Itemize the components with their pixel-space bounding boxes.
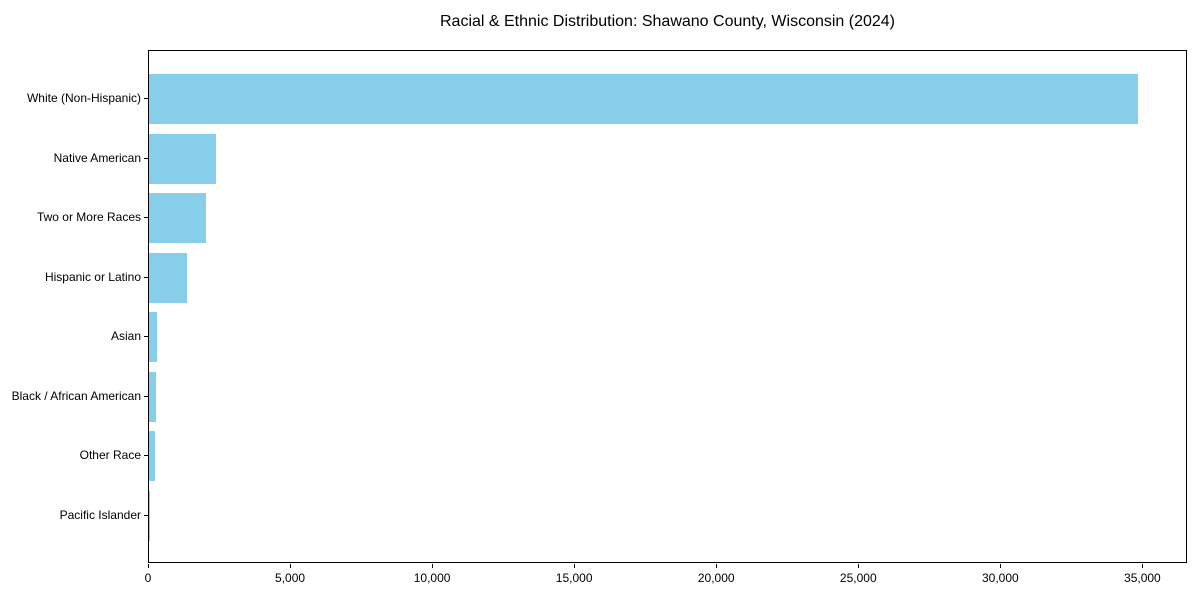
y-axis-tick bbox=[144, 515, 148, 516]
bar-black-african-american bbox=[149, 371, 156, 422]
x-axis-tick bbox=[716, 564, 718, 568]
y-axis-tick bbox=[144, 455, 148, 457]
y-axis-tick bbox=[144, 157, 148, 159]
x-axis-tick bbox=[1142, 564, 1144, 568]
y-axis-tick bbox=[144, 336, 148, 338]
x-axis-tick bbox=[148, 564, 149, 568]
bar-two-or-more-races bbox=[149, 193, 206, 244]
bar-white-non-hispanic bbox=[149, 74, 1138, 124]
y-axis-label: White (Non-Hispanic) bbox=[26, 91, 141, 105]
x-axis-tick bbox=[432, 564, 434, 568]
y-axis-label: Other Race bbox=[79, 448, 141, 463]
y-axis-label: Pacific Islander bbox=[59, 508, 141, 522]
x-axis-tick-label: 5,000 bbox=[275, 571, 306, 585]
x-axis-tick bbox=[858, 564, 860, 568]
y-axis-label: Two or More Races bbox=[36, 210, 141, 225]
y-axis-tick bbox=[144, 217, 148, 219]
y-axis-label: Black / African American bbox=[11, 388, 141, 403]
y-axis-label: Hispanic or Latino bbox=[44, 269, 141, 284]
x-axis-tick-label: 30,000 bbox=[981, 571, 1019, 585]
bar-hispanic-or-latino bbox=[149, 252, 188, 303]
chart-title: Racial & Ethnic Distribution: Shawano Co… bbox=[439, 13, 896, 30]
x-axis-tick-label: 0 bbox=[144, 571, 152, 585]
y-axis-label: Native American bbox=[53, 150, 141, 165]
bar-asian bbox=[149, 312, 157, 363]
plot-area bbox=[148, 50, 1187, 563]
y-axis-tick bbox=[144, 276, 148, 278]
x-axis-tick-label: 25,000 bbox=[839, 571, 877, 585]
x-axis-tick bbox=[1000, 564, 1002, 568]
x-axis-tick bbox=[290, 564, 292, 568]
y-axis-label: Asian bbox=[110, 329, 141, 344]
x-axis-tick-label: 15,000 bbox=[555, 571, 593, 585]
y-axis-tick bbox=[144, 395, 148, 397]
bar-other-race bbox=[149, 431, 155, 482]
x-axis-tick-label: 35,000 bbox=[1124, 571, 1161, 585]
y-axis-tick bbox=[144, 98, 148, 99]
bar-native-american bbox=[149, 133, 216, 184]
x-axis-tick bbox=[574, 564, 576, 568]
x-axis-tick-label: 10,000 bbox=[413, 571, 451, 585]
x-axis-tick-label: 20,000 bbox=[697, 571, 735, 585]
